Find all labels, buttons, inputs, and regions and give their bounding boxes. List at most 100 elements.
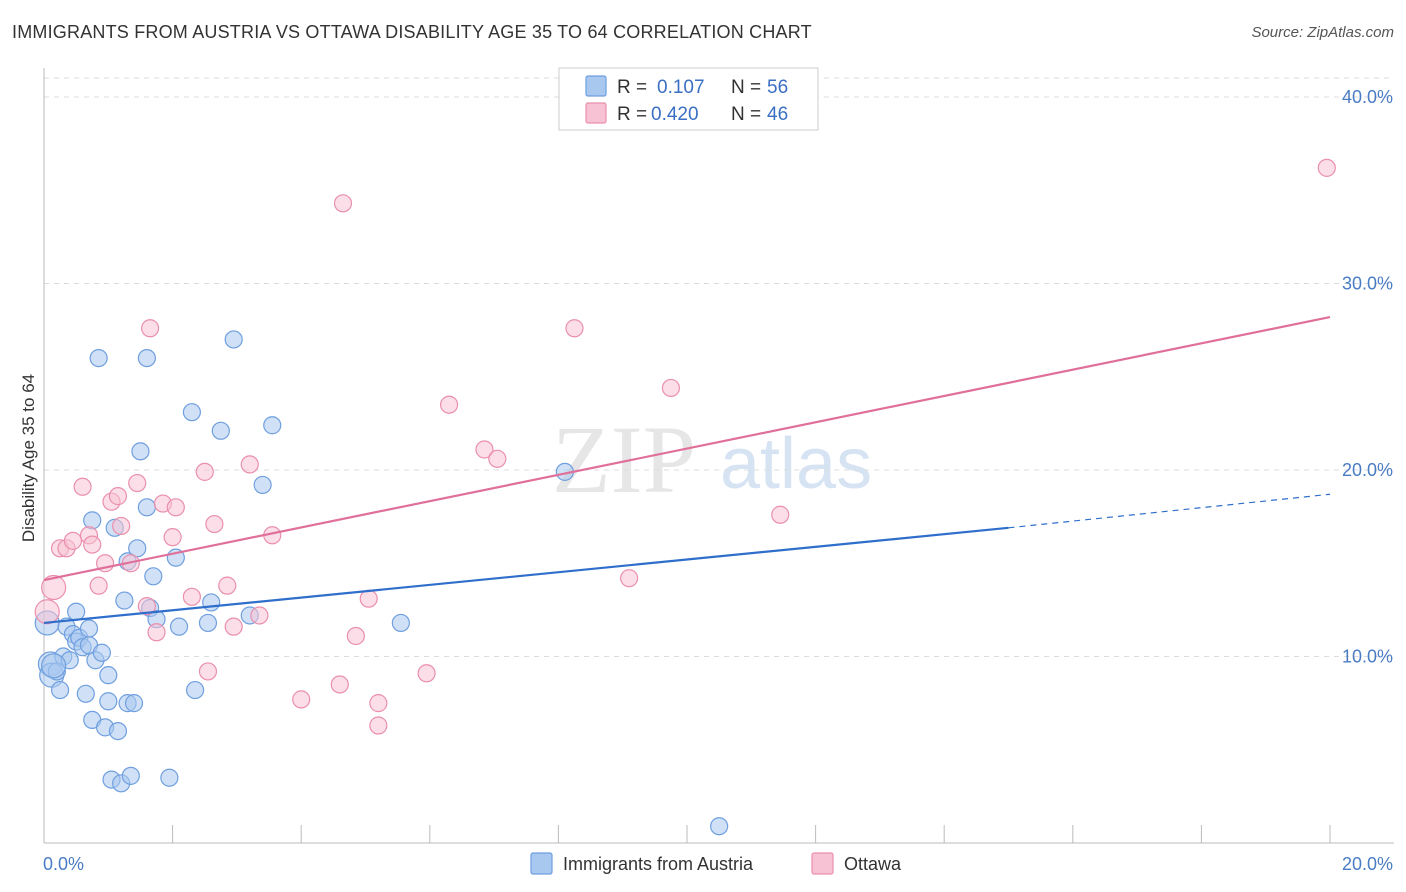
ottawa-point: [218, 576, 237, 595]
bottom-legend-label-austria: Immigrants from Austria: [563, 854, 754, 874]
austria-point: [202, 593, 221, 612]
x-tick-label-max: 20.0%: [1342, 854, 1393, 874]
ottawa-point: [369, 716, 388, 735]
trend-lines: [43, 315, 1331, 625]
austria-point: [115, 591, 134, 610]
top-legend: R = 0.107 N = 56 R = 0.420 N = 46: [558, 67, 819, 131]
austria-point: [263, 416, 282, 435]
austria-point: [186, 680, 205, 700]
ottawa-point: [661, 378, 681, 398]
austria-point: [76, 684, 95, 703]
ottawa-point: [89, 576, 108, 595]
y-axis-label: Disability Age 35 to 64: [19, 374, 38, 542]
ottawa-point: [34, 599, 60, 625]
legend-r-value-austria: 0.107: [657, 77, 705, 98]
ottawa-point: [63, 531, 83, 550]
austria-point: [137, 498, 156, 517]
austria-point: [211, 421, 230, 440]
austria-point: [83, 511, 102, 530]
ottawa-point: [41, 574, 67, 601]
ottawa-point: [83, 535, 102, 554]
ottawa-point: [182, 587, 201, 606]
ottawa-point: [417, 664, 436, 683]
ottawa-point: [224, 617, 243, 636]
ottawa-point: [292, 690, 311, 709]
austria-point: [182, 403, 201, 422]
austria-point: [50, 680, 70, 700]
trend-line-ottawa: [43, 315, 1331, 582]
ottawa-point: [166, 498, 185, 517]
ottawa-point: [240, 455, 259, 474]
legend-r-label-ottawa: R =: [617, 104, 647, 125]
ottawa-point: [1317, 158, 1336, 177]
legend-n-label-austria: N =: [731, 77, 761, 98]
ottawa-point: [205, 514, 224, 534]
austria-point: [79, 619, 99, 638]
ottawa-point: [163, 528, 182, 547]
austria-point: [391, 613, 410, 633]
ottawa-point: [333, 194, 353, 213]
austria-point: [124, 694, 144, 713]
ottawa-point: [147, 623, 166, 642]
y-tick-label: 20.0%: [1342, 460, 1393, 480]
austria-point: [99, 692, 118, 711]
ottawa-point: [250, 606, 269, 625]
legend-r-label-austria: R =: [617, 77, 647, 98]
ottawa-point: [140, 319, 160, 338]
legend-swatch-ottawa: [585, 102, 607, 124]
austria-point: [137, 349, 156, 368]
ottawa-point: [195, 462, 214, 481]
austria-point: [198, 613, 218, 633]
austria-point: [144, 567, 163, 586]
austria-point: [160, 768, 179, 787]
austria-point: [224, 330, 243, 349]
bottom-legend: Immigrants from Austria Ottawa: [530, 852, 902, 875]
y-tick-label: 10.0%: [1342, 647, 1393, 667]
ottawa-point: [128, 473, 147, 493]
ottawa-point: [620, 569, 639, 588]
x-tick-labels: 0.0% 20.0%: [43, 854, 1393, 874]
ottawa-point: [565, 319, 584, 338]
austria-point: [169, 617, 189, 636]
trend-line-austria: [43, 526, 1009, 625]
austria-point: [710, 817, 729, 836]
y-tick-label: 30.0%: [1342, 274, 1393, 294]
austria-point: [121, 766, 140, 785]
austria-point: [89, 349, 108, 368]
trend-line-austria-extension: [1008, 493, 1331, 529]
legend-n-value-ottawa: 46: [767, 104, 788, 125]
y-tick-labels: 10.0% 20.0% 30.0% 40.0%: [1342, 87, 1393, 667]
axes: [43, 68, 1394, 844]
legend-r-value-ottawa: 0.420: [651, 104, 699, 125]
ottawa-point: [359, 589, 378, 608]
ottawa-point: [73, 477, 92, 496]
ottawa-point: [346, 626, 365, 646]
ottawa-point: [439, 395, 459, 414]
austria-point: [92, 643, 111, 662]
watermark-zip: ZIP: [552, 406, 696, 513]
watermark: ZIP atlas: [552, 406, 872, 513]
grid-lines: [44, 77, 1394, 657]
legend-n-value-austria: 56: [767, 77, 788, 98]
ottawa-point: [475, 440, 494, 459]
ottawa-point: [198, 662, 218, 681]
legend-swatch-austria: [585, 75, 607, 97]
austria-point: [99, 666, 118, 685]
ottawa-point: [369, 694, 388, 713]
chart-source: Source: ZipAtlas.com: [1251, 24, 1394, 41]
series-austria-points: [34, 330, 729, 836]
x-tick-label-min: 0.0%: [43, 854, 84, 874]
ottawa-point: [112, 516, 131, 536]
ottawa-point: [108, 487, 128, 506]
austria-point: [253, 475, 272, 495]
ottawa-point: [771, 505, 790, 524]
bottom-legend-swatch-austria: [530, 852, 553, 875]
chart-title: IMMIGRANTS FROM AUSTRIA VS OTTAWA DISABI…: [12, 22, 812, 42]
ottawa-point: [330, 675, 349, 694]
legend-n-label-ottawa: N =: [731, 104, 761, 125]
ottawa-point: [137, 597, 156, 616]
watermark-atlas: atlas: [720, 424, 872, 504]
austria-point: [67, 602, 86, 621]
bottom-legend-swatch-ottawa: [811, 852, 834, 875]
